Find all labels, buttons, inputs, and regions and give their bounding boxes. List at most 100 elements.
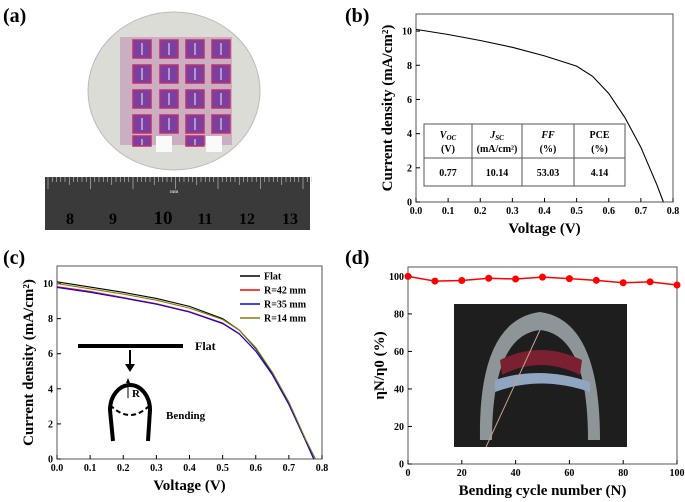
x-tick-label: 40 xyxy=(511,468,521,479)
series-line-0 xyxy=(415,28,664,203)
y-tick-label: 80 xyxy=(394,309,404,320)
diagram-radius-label: R xyxy=(132,388,141,400)
table-header: PCE xyxy=(590,130,610,141)
panel-b-label: (b) xyxy=(345,5,369,27)
data-point xyxy=(673,281,681,289)
table-value: 10.14 xyxy=(486,168,509,179)
x-tick-label: 20 xyxy=(457,468,467,479)
x-tick-label: 0.0 xyxy=(410,206,423,217)
data-point xyxy=(458,277,466,285)
parameter-table: VOC(V)0.77JSC(mA/cm²)10.14FF(%)53.03PCE(… xyxy=(423,123,626,187)
legend-label: R=42 mm xyxy=(264,286,307,297)
y-tick-label: 6 xyxy=(48,349,53,360)
y-tick-label: 60 xyxy=(394,347,404,358)
ruler: mm 8 9 10 11 12 13 xyxy=(45,177,312,230)
table-frame xyxy=(423,123,626,187)
y-tick-label: 0 xyxy=(48,455,53,466)
table-header-unit: (V) xyxy=(441,144,455,155)
x-tick-label: 60 xyxy=(564,468,574,479)
y-axis-label: Current density (mA/cm²) xyxy=(21,279,37,446)
ruler-number: 9 xyxy=(109,211,117,228)
x-tick-label: 100 xyxy=(670,468,685,479)
legend-label: R=14 mm xyxy=(264,314,307,325)
diagram-flat-label: Flat xyxy=(195,339,216,353)
data-point xyxy=(646,278,654,286)
legend-label: R=35 mm xyxy=(264,300,307,311)
ruler-number: 11 xyxy=(197,211,212,228)
x-tick-label: 0.1 xyxy=(442,206,455,217)
data-point xyxy=(404,272,412,280)
x-tick-label: 0.6 xyxy=(603,206,616,217)
panel-c-label: (c) xyxy=(3,247,25,269)
x-tick-label: 0.6 xyxy=(250,463,263,474)
y-tick-label: 2 xyxy=(407,163,412,174)
ruler-number: 10 xyxy=(154,208,173,229)
data-point xyxy=(619,279,627,287)
chart-d: 0 20 40 60 80 100 0 20 40 60 80 100 Bending cycle nu… xyxy=(372,266,685,499)
ruler-number: 8 xyxy=(66,211,74,228)
x-tick-label: 0.8 xyxy=(316,463,329,474)
x-tick-label: 0.5 xyxy=(570,206,583,217)
y-axis-label: Current density (mA/cm²) xyxy=(380,25,396,192)
chart-c: 0.0 0.1 0.2 0.3 0.4 0.5 0.6 0.7 0.8 0 2 4 6 8 10 Voltag… xyxy=(21,265,329,494)
table-header-unit: (%) xyxy=(591,144,608,155)
x-tick-label: 0.1 xyxy=(84,463,97,474)
diagram-bending-label: Bending xyxy=(166,410,206,422)
table-header-subscript: SC xyxy=(495,134,504,142)
series-line-3 xyxy=(56,283,316,460)
x-tick-label: 0.2 xyxy=(117,463,130,474)
y-tick-label: 2 xyxy=(48,419,53,430)
ruler-number: 12 xyxy=(239,211,255,228)
panel-d-label: (d) xyxy=(345,247,369,269)
y-tick-label: 6 xyxy=(407,95,412,106)
table-header-unit: (mA/cm²) xyxy=(477,144,518,155)
table-value: 53.03 xyxy=(537,168,560,179)
panel-a-label: (a) xyxy=(3,5,26,27)
data-point xyxy=(431,277,439,285)
data-point xyxy=(539,273,546,281)
table-header: FF xyxy=(540,130,555,141)
x-tick-label: 0.5 xyxy=(216,463,229,474)
x-tick-label: 0 xyxy=(406,468,411,479)
plot-frame xyxy=(407,266,678,465)
y-tick-label: 8 xyxy=(48,314,53,325)
data-point xyxy=(485,274,493,282)
x-axis-label: Bending cycle number (N) xyxy=(459,483,627,499)
x-tick-label: 0.8 xyxy=(667,206,680,217)
table-header-subscript: OC xyxy=(446,134,456,142)
x-tick-label: 0.4 xyxy=(183,463,196,474)
y-tick-label: 10 xyxy=(43,279,53,290)
x-tick-label: 0.3 xyxy=(506,206,519,217)
table-value: 0.77 xyxy=(439,168,457,179)
x-tick-label: 0.3 xyxy=(150,463,163,474)
series-line-2 xyxy=(56,286,315,460)
y-tick-label: 4 xyxy=(48,384,53,395)
chart-b: 0.0 0.1 0.2 0.3 0.4 0.5 0.6 0.7 0.8 0 2 4 6 8 10 Voltag… xyxy=(380,13,680,237)
x-tick-label: 0.2 xyxy=(474,206,487,217)
bending-setup-photo xyxy=(454,304,627,448)
y-tick-label: 100 xyxy=(389,272,404,283)
ruler-number: 13 xyxy=(282,211,298,228)
x-axis-label: Voltage (V) xyxy=(153,478,225,494)
table-header-unit: (%) xyxy=(540,144,557,155)
wafer-photo xyxy=(87,11,261,171)
x-tick-label: 0.0 xyxy=(51,463,64,474)
y-axis-label: ηN/η0 (%) xyxy=(372,331,388,399)
y-tick-label: 40 xyxy=(394,384,404,395)
y-tick-label: 10 xyxy=(402,27,412,38)
data-point xyxy=(512,275,520,283)
y-tick-label: 0 xyxy=(407,198,412,209)
bending-diagram: Flat R Bending xyxy=(78,339,216,442)
x-tick-label: 0.4 xyxy=(538,206,551,217)
data-point xyxy=(592,276,600,284)
y-tick-label: 0 xyxy=(399,460,404,471)
data-point xyxy=(565,275,573,283)
y-tick-label: 4 xyxy=(407,129,412,140)
x-axis-label: Voltage (V) xyxy=(508,221,580,237)
ruler-unit: mm xyxy=(170,190,179,195)
x-tick-label: 0.7 xyxy=(283,463,296,474)
y-tick-label: 8 xyxy=(407,61,412,72)
x-tick-label: 0.7 xyxy=(635,206,648,217)
legend-label: Flat xyxy=(264,272,282,283)
